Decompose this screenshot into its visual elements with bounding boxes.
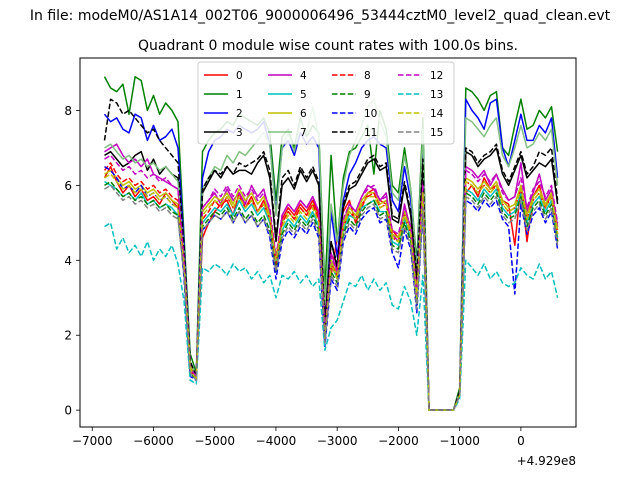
x-tick-label: 0	[517, 434, 525, 448]
series-line-0	[103, 165, 559, 411]
legend-label-12: 12	[430, 70, 443, 82]
x-tick-label: −2000	[378, 434, 419, 448]
x-axis: −7000 −6000 −5000 −4000 −3000 −2000 −1000 0	[72, 427, 525, 448]
series-layer	[103, 75, 559, 411]
x-tick-label: −3000	[317, 434, 358, 448]
x-tick-label: −1000	[439, 434, 480, 448]
legend-label-6: 6	[300, 108, 307, 120]
series-line-13	[104, 222, 559, 411]
series-line-7	[104, 98, 559, 411]
legend-label-4: 4	[300, 70, 307, 82]
legend-label-11: 11	[364, 127, 377, 139]
y-axis: 0 2 4 6 8	[64, 104, 80, 418]
legend-label-7: 7	[300, 127, 307, 139]
legend-label-13: 13	[430, 89, 443, 101]
x-tick-label: −5000	[194, 434, 235, 448]
x-tick-label: −7000	[72, 434, 113, 448]
y-tick-label: 6	[64, 179, 72, 193]
legend-label-14: 14	[430, 108, 444, 120]
legend-label-9: 9	[364, 89, 371, 101]
legend-label-10: 10	[364, 108, 377, 120]
legend-label-1: 1	[236, 89, 243, 101]
x-tick-label: −4000	[256, 434, 297, 448]
x-offset-label: +4.929e8	[517, 454, 576, 468]
y-tick-label: 8	[64, 104, 72, 118]
legend-label-15: 15	[430, 127, 443, 139]
legend-label-2: 2	[236, 108, 243, 120]
legend-label-8: 8	[364, 70, 371, 82]
legend-box	[197, 61, 455, 145]
legend-label-5: 5	[300, 89, 307, 101]
y-tick-label: 0	[64, 404, 72, 418]
y-tick-label: 2	[64, 329, 72, 343]
series-line-15	[104, 184, 559, 411]
legend-label-0: 0	[236, 70, 243, 82]
x-tick-label: −6000	[133, 434, 174, 448]
figure-suptitle: In file: modeM0/AS1A14_002T06_9000006496…	[30, 8, 611, 24]
series-line-10	[104, 165, 559, 411]
series-line-1	[103, 75, 559, 411]
series-line-11	[103, 98, 559, 411]
chart-title: Quadrant 0 module wise count rates with …	[138, 38, 518, 54]
y-tick-label: 4	[64, 254, 72, 268]
plot-frame	[79, 57, 577, 428]
series-line-14	[104, 173, 559, 411]
series-line-12	[104, 154, 559, 411]
legend-label-3: 3	[236, 127, 243, 139]
